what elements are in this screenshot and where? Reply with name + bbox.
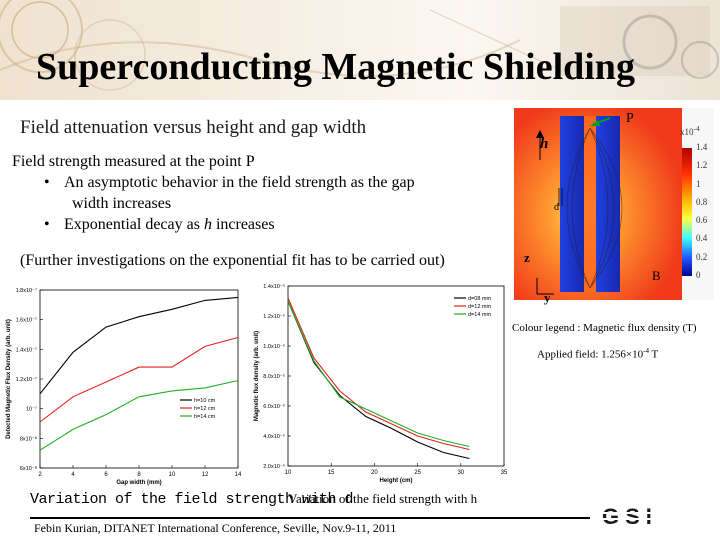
series-line — [287, 300, 470, 460]
scale-tick-label: 0 — [696, 270, 701, 280]
legend-label: d=12 mm — [468, 304, 491, 310]
legend-label: h=12 cm — [194, 406, 216, 412]
applied-field-caption: Applied field: 1.256×10-4 T — [537, 347, 659, 361]
subtitle: Field attenuation versus height and gap … — [20, 117, 367, 138]
y-tick-label: 1.4x10⁻⁵ — [263, 283, 285, 290]
x-tick-label: 4 — [71, 472, 75, 478]
x-tick-label: 10 — [169, 472, 176, 478]
series-line — [287, 300, 470, 448]
x-tick-label: 30 — [457, 470, 464, 476]
bullet-text: An asymptotic behavior in the field stre… — [64, 174, 415, 191]
x-tick-label: 10 — [285, 470, 292, 476]
colour-legend-caption: Colour legend : Magnetic flux density (T… — [512, 322, 697, 334]
scale-tick-label: 0.2 — [696, 251, 708, 262]
y-tick-label: 8.0x10⁻⁵ — [263, 373, 285, 380]
scale-tick-label: 0.8 — [696, 196, 708, 207]
y-tick-label: 10⁻⁷ — [26, 406, 37, 413]
plot-frame — [39, 289, 239, 469]
bullet-text: Exponential decay as — [64, 216, 204, 233]
x-tick-label: 20 — [371, 470, 378, 476]
bullet-variable: h — [203, 216, 212, 233]
legend-label: d=14 mm — [468, 312, 491, 318]
field-simulation-image: P h d z y B x10-4 1.4 1.2 1 0.8 0.6 0.4 0.2 0 — [514, 108, 714, 305]
y-tick-label: 1.2x10⁻⁵ — [263, 313, 285, 320]
label-y: y — [544, 290, 551, 305]
x-tick-label: 12 — [202, 472, 209, 478]
scale-tick-label: 1.4 — [696, 142, 708, 152]
note-text: (Further investigations on the exponenti… — [20, 252, 445, 269]
scale-tick-label: 1.2 — [696, 160, 708, 171]
bullet-text: increases — [211, 216, 275, 233]
x-axis-label: Height (cm) — [380, 478, 413, 484]
series-line — [287, 297, 470, 451]
x-tick-label: 6 — [104, 472, 108, 478]
scale-tick-label: 0.4 — [696, 233, 708, 244]
page-title: Superconducting Magnetic Shielding — [36, 46, 635, 88]
x-tick-label: 8 — [137, 472, 141, 478]
decorative-background — [0, 0, 719, 91]
bullet-icon: • — [44, 216, 50, 233]
x-tick-label: 2 — [38, 472, 42, 478]
scale-tick-label: 0.6 — [696, 215, 708, 226]
y-tick-label: 2.0x10⁻⁵ — [263, 463, 285, 470]
label-b: B — [652, 268, 661, 283]
legend-label: h=10 cm — [194, 398, 216, 404]
caption-chart-d: Variation of the field strength with d — [30, 491, 354, 508]
label-z: z — [524, 250, 530, 265]
header-banner — [0, 0, 720, 100]
y-tick-label: 1.2x10⁻⁷ — [16, 376, 37, 383]
y-axis-label: Magnetic flux density (arb. unit) — [254, 331, 260, 421]
series-line — [39, 379, 239, 451]
bullet-item: • An asymptotic behavior in the field str… — [44, 174, 415, 192]
chart-gap-width: 6x10⁻⁸ 8x10⁻⁸ 10⁻⁷ 1.2x10⁻⁷ 1.4x10⁻⁷ 1.6x10⁻⁷… — [2, 284, 246, 490]
label-h: h — [540, 136, 549, 152]
y-tick-label: 8x10⁻⁸ — [20, 435, 37, 442]
legend-label: h=14 cm — [194, 414, 216, 420]
x-tick-label: 35 — [501, 470, 508, 476]
y-tick-label: 1.6x10⁻⁷ — [16, 317, 37, 324]
footer-divider — [30, 517, 590, 519]
x-tick-label: 14 — [235, 472, 242, 478]
scale-exponent: x10-4 — [680, 124, 700, 137]
scale-tick-label: 1 — [696, 178, 701, 189]
chart-height: 2.0x10⁻⁵ 4.0x10⁻⁵ 6.0x10⁻⁵ 8.0x10⁻⁵ 1.0x10⁻⁵… — [250, 282, 512, 490]
body-line: Field strength measured at the point P — [12, 153, 255, 170]
label-p: P — [626, 111, 634, 126]
chart-height-svg: 2.0x10⁻⁵ 4.0x10⁻⁵ 6.0x10⁻⁵ 8.0x10⁻⁵ 1.0x10⁻⁵… — [254, 283, 508, 484]
gsi-logo-text: GSI — [602, 505, 658, 527]
series-line — [39, 296, 239, 395]
bullet-continuation: width increases — [72, 195, 172, 212]
x-tick-label: 25 — [414, 470, 421, 476]
series-line — [39, 336, 239, 423]
chart-gap-width-svg: 6x10⁻⁸ 8x10⁻⁸ 10⁻⁷ 1.2x10⁻⁷ 1.4x10⁻⁷ 1.6x10⁻⁷… — [6, 287, 242, 486]
x-tick-label: 15 — [328, 470, 335, 476]
y-tick-label: 1.8x10⁻⁷ — [16, 287, 37, 294]
legend-label: d=08 mm — [468, 296, 491, 302]
x-axis-label: Gap width (mm) — [116, 480, 161, 486]
footer-text: Febin Kurian, DITANET International Conf… — [34, 521, 397, 535]
y-axis-label: Detected Magnetic Flux Density (arb. uni… — [6, 319, 12, 439]
y-tick-label: 4.0x10⁻⁵ — [263, 433, 285, 440]
y-tick-label: 1.0x10⁻⁵ — [263, 343, 285, 350]
y-tick-label: 6.0x10⁻⁵ — [263, 403, 285, 410]
bullet-item: • Exponential decay as h increases — [44, 216, 275, 234]
label-d: d — [554, 202, 559, 213]
gsi-logo: GSI — [600, 505, 678, 527]
y-tick-label: 1.4x10⁻⁷ — [16, 346, 37, 353]
y-tick-label: 6x10⁻⁸ — [20, 465, 37, 472]
caption-chart-h: Variation of the field strength with h — [288, 491, 478, 506]
bullet-icon: • — [44, 174, 50, 191]
